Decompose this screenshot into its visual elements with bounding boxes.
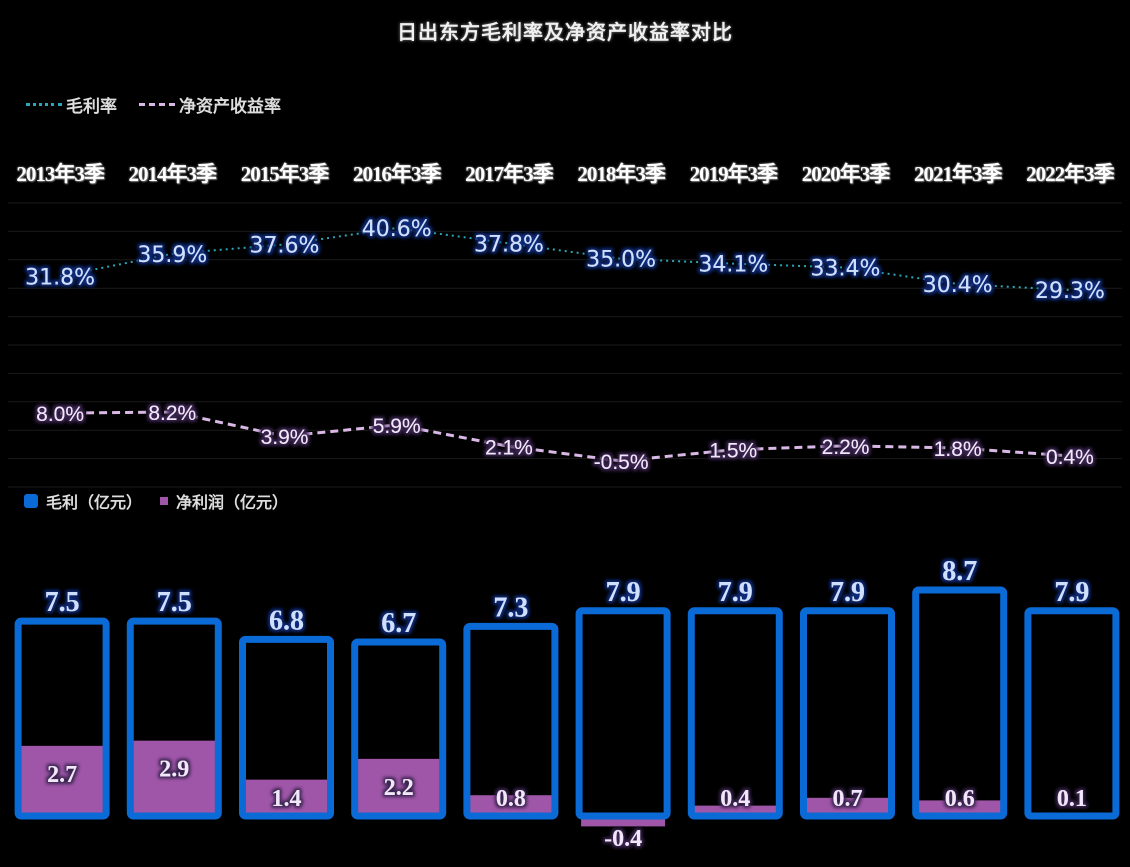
data-label: 31.8% xyxy=(25,265,95,290)
line-legend: 毛利率 净资产收益率 xyxy=(26,92,281,117)
roe-line xyxy=(60,410,1071,463)
legend-item-roe[interactable]: 净资产收益率 xyxy=(139,92,281,117)
net-profit-bar xyxy=(244,779,329,816)
category-label: 2021年3季 xyxy=(913,162,1003,186)
dashed-line-icon xyxy=(139,103,175,106)
data-label: -0.5% xyxy=(594,451,649,474)
net-profit-label: 2.9 xyxy=(159,757,189,783)
data-label: 35.0% xyxy=(586,248,656,273)
blue-square-icon xyxy=(24,494,38,508)
net-profit-bar xyxy=(917,800,1002,816)
net-profit-bar xyxy=(356,758,441,816)
gridlines xyxy=(8,202,1122,488)
gross-margin-line xyxy=(59,226,1070,291)
gross-profit-bar xyxy=(351,638,447,820)
gross-profit-label: 7.5 xyxy=(157,587,192,618)
gross-profit-label: 7.9 xyxy=(606,577,641,608)
legend-label: 净资产收益率 xyxy=(179,97,281,117)
net-profit-bar xyxy=(693,805,778,816)
chart-title: 日出东方毛利率及净资产收益率对比 xyxy=(397,20,733,44)
gross-profit-label: 7.9 xyxy=(1054,577,1089,608)
category-axis: 2013年3季 2014年3季 2015年3季 2016年3季 2017年3季 … xyxy=(4,158,1126,188)
net-profit-bar xyxy=(20,745,105,816)
net-profit-label: -0.4 xyxy=(604,826,642,852)
gross-profit-bar xyxy=(575,607,671,820)
data-label: 29.3% xyxy=(1035,279,1105,304)
gross-profit-bar xyxy=(463,622,559,820)
data-label: 34.1% xyxy=(698,253,768,278)
data-label: 3.9% xyxy=(261,426,309,449)
data-label: 2.2% xyxy=(822,436,870,459)
data-label: 0.4% xyxy=(1046,446,1094,469)
bar-series: 7.5 2.7 7.5 2.9 6.8 1.4 6.7 2.2 7.3 0.8 7.9 -0.4 7.9… xyxy=(14,556,1120,852)
data-label: 8.0% xyxy=(36,403,84,426)
legend-item-gross-profit[interactable]: 毛利（亿元） xyxy=(24,489,142,513)
gross-profit-bar xyxy=(1024,607,1120,820)
dotted-line-icon xyxy=(26,103,62,106)
data-label: 2.1% xyxy=(485,436,533,459)
data-label: 37.8% xyxy=(474,232,544,257)
data-label: 1.8% xyxy=(934,438,982,461)
category-label: 2022年3季 xyxy=(1026,162,1115,186)
category-label: 2020年3季 xyxy=(801,162,891,186)
gross-profit-label: 7.9 xyxy=(718,577,753,608)
gross-profit-bar xyxy=(800,607,895,820)
gross-profit-bar xyxy=(14,617,110,820)
gross-profit-bar xyxy=(126,617,222,820)
category-label: 2013年3季 xyxy=(16,162,105,186)
net-profit-bar xyxy=(132,740,217,816)
data-label: 1.5% xyxy=(709,440,757,463)
data-label: 33.4% xyxy=(811,257,881,282)
data-label: 30.4% xyxy=(923,273,993,298)
category-label: 2015年3季 xyxy=(240,162,330,186)
category-label: 2017年3季 xyxy=(465,162,554,186)
net-profit-label: 1.4 xyxy=(272,786,302,812)
data-label: 37.6% xyxy=(250,233,320,258)
legend-item-net-profit[interactable]: 净利润（亿元） xyxy=(160,489,288,513)
net-profit-label: 2.7 xyxy=(47,762,77,788)
gross-profit-bar xyxy=(239,635,334,820)
data-label: 5.9% xyxy=(373,415,421,438)
net-profit-label: 0.4 xyxy=(720,786,750,812)
legend-item-gross-margin[interactable]: 毛利率 xyxy=(26,92,117,117)
data-label: 8.2% xyxy=(148,402,196,425)
net-profit-label: 0.6 xyxy=(945,786,975,812)
net-profit-bar xyxy=(468,795,553,816)
gross-profit-bar xyxy=(912,586,1008,820)
gross-profit-label: 6.7 xyxy=(381,608,416,639)
net-profit-label: 2.2 xyxy=(384,775,414,801)
net-profit-bar xyxy=(581,816,666,827)
category-label: 2016年3季 xyxy=(352,162,442,186)
data-label: 40.6% xyxy=(362,217,432,242)
net-profit-label: 0.7 xyxy=(833,786,863,812)
gross-profit-label: 7.5 xyxy=(45,587,80,618)
category-label: 2019年3季 xyxy=(689,162,779,186)
purple-square-icon xyxy=(160,497,169,505)
legend-label: 净利润（亿元） xyxy=(176,493,289,512)
gross-profit-label: 7.3 xyxy=(493,592,528,623)
net-profit-label: 0.1 xyxy=(1057,786,1087,812)
line-series: 31.8% 35.9% 37.6% 40.6% 37.8% 35.0% 34.1% 33.4%… xyxy=(25,217,1105,474)
gross-profit-label: 6.8 xyxy=(269,605,304,636)
gross-profit-label: 8.7 xyxy=(942,556,977,587)
net-profit-bar xyxy=(805,797,890,816)
net-profit-label: 0.8 xyxy=(496,786,526,812)
category-label: 2014年3季 xyxy=(128,162,218,186)
gross-profit-label: 7.9 xyxy=(830,577,865,608)
legend-label: 毛利（亿元） xyxy=(46,493,143,512)
data-label: 35.9% xyxy=(137,243,207,268)
legend-label: 毛利率 xyxy=(66,97,117,117)
category-label: 2018年3季 xyxy=(577,162,666,186)
bar-legend: 毛利（亿元） 净利润（亿元） xyxy=(24,489,288,513)
gross-profit-bar xyxy=(687,607,783,820)
